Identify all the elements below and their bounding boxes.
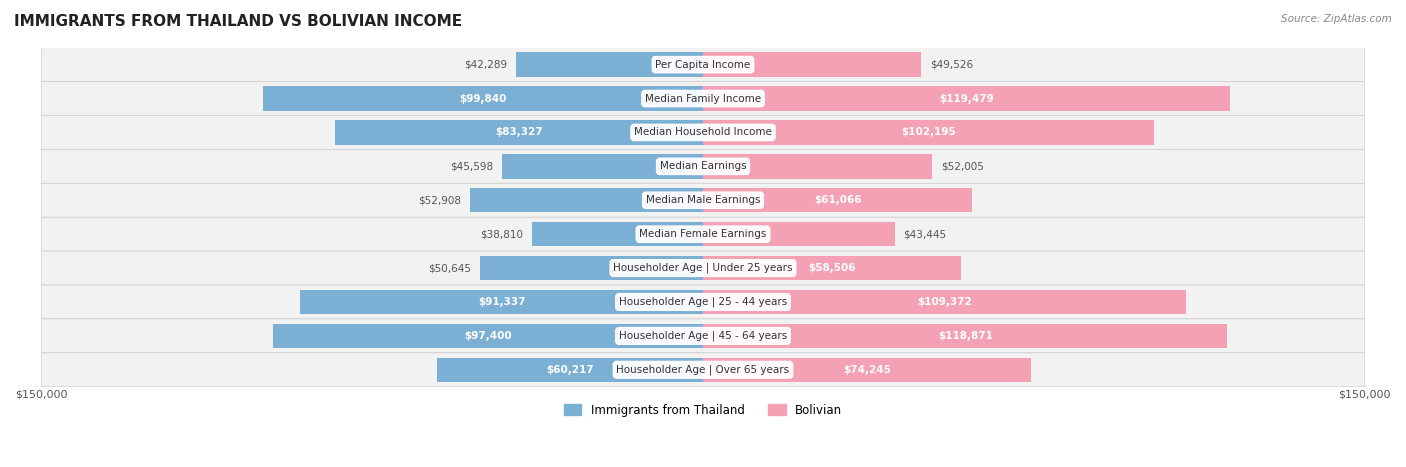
Bar — [703, 290, 1185, 314]
Bar — [703, 222, 894, 247]
Text: $60,217: $60,217 — [547, 365, 593, 375]
Bar — [516, 52, 703, 77]
Bar — [703, 324, 1227, 348]
Text: $43,445: $43,445 — [904, 229, 946, 239]
Text: $61,066: $61,066 — [814, 195, 862, 205]
Text: $102,195: $102,195 — [901, 127, 956, 137]
Bar — [531, 222, 703, 247]
Text: $58,506: $58,506 — [808, 263, 856, 273]
Text: $74,245: $74,245 — [842, 365, 891, 375]
Text: Householder Age | Over 65 years: Householder Age | Over 65 years — [616, 365, 790, 375]
FancyBboxPatch shape — [41, 115, 1365, 149]
Text: $50,645: $50,645 — [427, 263, 471, 273]
Text: $83,327: $83,327 — [495, 127, 543, 137]
Text: Householder Age | 45 - 64 years: Householder Age | 45 - 64 years — [619, 331, 787, 341]
FancyBboxPatch shape — [41, 285, 1365, 319]
Text: Median Household Income: Median Household Income — [634, 127, 772, 137]
Bar — [703, 120, 1154, 145]
Text: Householder Age | 25 - 44 years: Householder Age | 25 - 44 years — [619, 297, 787, 307]
Bar — [502, 154, 703, 178]
Bar — [437, 358, 703, 382]
Text: $119,479: $119,479 — [939, 93, 994, 104]
Bar — [299, 290, 703, 314]
Bar — [703, 188, 973, 212]
FancyBboxPatch shape — [41, 48, 1365, 82]
Text: Householder Age | Under 25 years: Householder Age | Under 25 years — [613, 263, 793, 273]
Text: Median Male Earnings: Median Male Earnings — [645, 195, 761, 205]
Legend: Immigrants from Thailand, Bolivian: Immigrants from Thailand, Bolivian — [558, 399, 848, 422]
Bar — [479, 256, 703, 280]
Text: $99,840: $99,840 — [460, 93, 506, 104]
FancyBboxPatch shape — [41, 217, 1365, 251]
Text: $109,372: $109,372 — [917, 297, 972, 307]
Text: $42,289: $42,289 — [464, 60, 508, 70]
Text: Median Family Income: Median Family Income — [645, 93, 761, 104]
FancyBboxPatch shape — [41, 319, 1365, 353]
Text: $91,337: $91,337 — [478, 297, 526, 307]
Text: IMMIGRANTS FROM THAILAND VS BOLIVIAN INCOME: IMMIGRANTS FROM THAILAND VS BOLIVIAN INC… — [14, 14, 463, 29]
FancyBboxPatch shape — [41, 149, 1365, 184]
Bar — [263, 86, 703, 111]
FancyBboxPatch shape — [41, 353, 1365, 387]
Bar — [703, 256, 962, 280]
Text: $45,598: $45,598 — [450, 162, 494, 171]
FancyBboxPatch shape — [41, 251, 1365, 285]
Bar — [703, 86, 1230, 111]
Bar — [703, 52, 921, 77]
Bar — [336, 120, 703, 145]
Text: Median Earnings: Median Earnings — [659, 162, 747, 171]
Text: $97,400: $97,400 — [464, 331, 512, 341]
FancyBboxPatch shape — [41, 184, 1365, 217]
Bar — [703, 154, 932, 178]
Text: $52,908: $52,908 — [418, 195, 461, 205]
Bar — [273, 324, 703, 348]
Text: $38,810: $38,810 — [479, 229, 523, 239]
Text: Median Female Earnings: Median Female Earnings — [640, 229, 766, 239]
Text: $118,871: $118,871 — [938, 331, 993, 341]
Bar — [703, 358, 1031, 382]
FancyBboxPatch shape — [41, 82, 1365, 115]
Text: $52,005: $52,005 — [941, 162, 984, 171]
Text: Source: ZipAtlas.com: Source: ZipAtlas.com — [1281, 14, 1392, 24]
Text: $49,526: $49,526 — [931, 60, 973, 70]
Bar — [470, 188, 703, 212]
Text: Per Capita Income: Per Capita Income — [655, 60, 751, 70]
